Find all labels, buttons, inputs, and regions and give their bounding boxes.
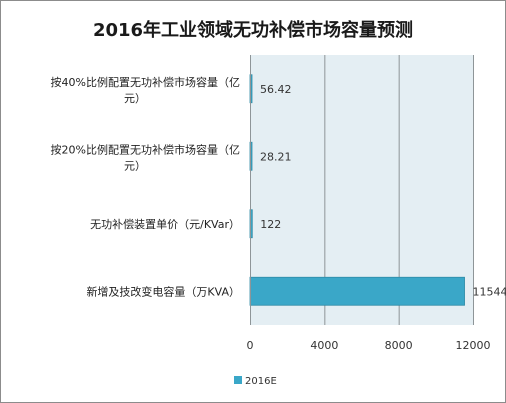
data-label: 122: [260, 218, 281, 231]
data-label: 28.21: [260, 150, 292, 163]
x-tick-label: 4000: [310, 339, 338, 352]
x-tick-label: 8000: [385, 339, 413, 352]
category-label: 按20%比例配置无功补偿市场容量（亿元）: [51, 142, 240, 172]
category-label: 按40%比例配置无功补偿市场容量（亿元）: [51, 75, 240, 105]
legend-label: 2016E: [245, 376, 277, 387]
x-tick-label: 12000: [456, 339, 491, 352]
chart-title: 2016年工业领域无功补偿市场容量预测: [93, 19, 413, 41]
bar: [249, 276, 465, 306]
category-label: 新增及技改变电容量（万KVA）: [86, 284, 240, 298]
category-label: 无功补偿装置单价（元/KVar）: [90, 217, 240, 231]
x-tick-label: 0: [247, 339, 254, 352]
data-label: 11544.36: [473, 285, 506, 298]
data-label: 56.42: [260, 83, 292, 96]
legend-swatch: [234, 376, 242, 384]
